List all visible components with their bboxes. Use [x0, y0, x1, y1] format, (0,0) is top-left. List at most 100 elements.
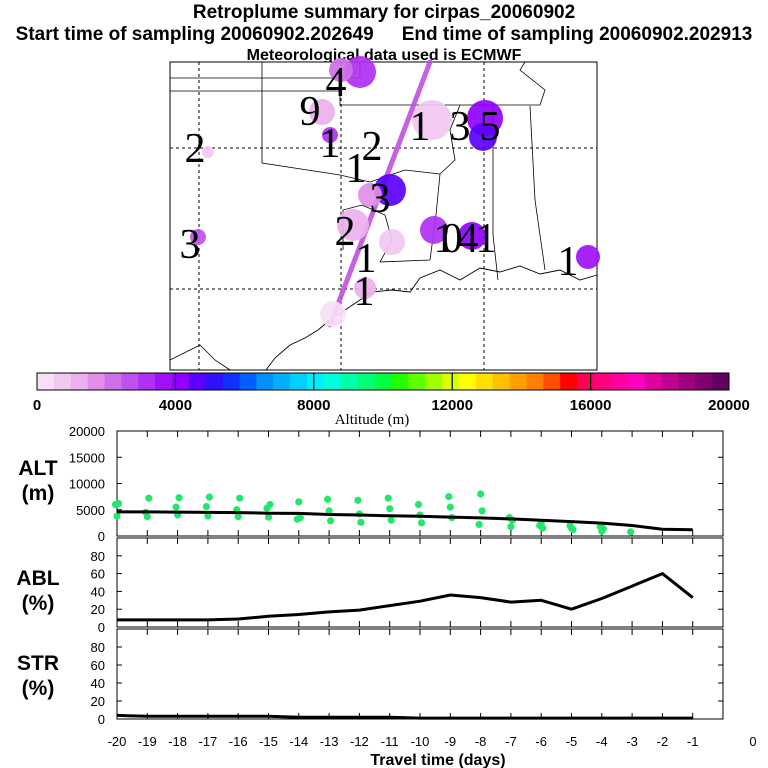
colorbar-cell: [425, 373, 443, 390]
colorbar-cell: [442, 373, 460, 390]
met-data-label: Meteorological data used is ECMWF: [246, 47, 522, 64]
plume-day-label: 1: [434, 216, 455, 262]
alt-scatter-point: [445, 493, 453, 501]
plume-point: [202, 146, 214, 158]
colorbar-cell: [53, 373, 72, 390]
plume-point: [320, 301, 346, 327]
x-tick-label: -13: [320, 734, 339, 749]
colorbar-cell: [408, 373, 426, 390]
alt-scatter-point: [507, 522, 515, 531]
x-tick-label: -18: [168, 734, 187, 749]
coastline: [265, 265, 598, 371]
colorbar-tick-label: 12000: [431, 397, 473, 414]
alt-scatter-point: [172, 503, 180, 511]
colorbar-cell: [560, 373, 578, 390]
x-tick-label: -5: [566, 734, 578, 749]
colorbar-cell: [104, 373, 122, 390]
x-tick-label: -12: [350, 734, 369, 749]
colorbar-cell: [172, 373, 190, 390]
alt-scatter-point: [236, 494, 244, 502]
alt-scatter-point: [569, 526, 577, 534]
alt-scatter-point: [264, 513, 273, 521]
abl-series-line: [117, 572, 694, 622]
abl-axis-title: (%): [22, 592, 55, 615]
colorbar-cell: [526, 373, 544, 390]
plume-day-label: 1: [476, 216, 497, 262]
start-time-label: Start time of sampling 20060902.202649: [15, 24, 374, 45]
colorbar-cell: [543, 373, 561, 390]
alt-y-tick-label: 15000: [69, 450, 105, 465]
colorbar-cell: [188, 373, 207, 390]
state-border: [261, 91, 441, 183]
colorbar-cell: [577, 373, 595, 390]
mexico-border: [169, 344, 231, 371]
abl-panel-frame: [116, 537, 724, 628]
alt-scatter-point: [234, 512, 242, 521]
alt-scatter-point: [143, 512, 151, 521]
plume-day-label: 9: [300, 89, 321, 135]
alt-scatter-point: [414, 500, 423, 509]
plume-point: [354, 277, 376, 299]
abl-y-tick-label: 20: [91, 602, 105, 617]
alt-scatter-point: [296, 514, 304, 522]
plume-day-label: 1: [356, 236, 377, 282]
x-tick-label: -20: [108, 734, 127, 749]
plume-day-label: 1: [354, 269, 375, 315]
x-tick-label: -2: [657, 734, 669, 749]
colorbar-cell: [627, 373, 646, 390]
end-time-label: End time of sampling 20060902.202913: [401, 24, 753, 45]
colorbar-cell: [678, 373, 696, 390]
x-tick-label: -17: [199, 734, 218, 749]
colorbar-cell: [661, 373, 679, 390]
plume-day-label: 0: [442, 216, 463, 262]
state-border: [439, 104, 461, 175]
colorbar-cell: [290, 373, 308, 390]
colorbar-cell: [374, 373, 392, 390]
plume-point: [337, 209, 369, 241]
alt-scatter-point: [386, 505, 394, 513]
colorbar-tick-label: 8000: [297, 397, 330, 414]
plume-point: [358, 183, 382, 207]
colorbar-cell: [340, 373, 359, 390]
plume-day-label: 2: [335, 209, 356, 255]
alt-axis-title: (m): [22, 482, 55, 505]
str-y-tick-label: 40: [91, 676, 105, 691]
alt-scatter-point: [417, 519, 426, 527]
str-y-tick-label: 20: [91, 694, 105, 709]
colorbar-cell: [492, 373, 511, 390]
plume-day-label: 1: [410, 104, 431, 150]
colorbar-cell: [155, 373, 173, 390]
plume-point: [469, 123, 497, 151]
x-tick-label: -8: [475, 734, 487, 749]
state-border: [170, 61, 546, 106]
colorbar-cell: [87, 373, 106, 390]
plume-point: [374, 174, 406, 206]
plume-point: [379, 229, 405, 255]
alt-scatter-point: [325, 507, 333, 515]
x-tick-label: -4: [596, 734, 608, 749]
x-tick-label: -7: [505, 734, 517, 749]
plume-point: [309, 99, 335, 125]
colorbar-cell: [712, 373, 730, 390]
alt-series-line: [117, 510, 693, 532]
colorbar-tick-label: 20000: [708, 397, 750, 414]
colorbar-cell: [205, 373, 224, 390]
x-tick-label: -3: [626, 734, 638, 749]
x-tick-label: -14: [289, 734, 308, 749]
state-border: [529, 105, 546, 271]
plume-day-label: 2: [185, 126, 206, 172]
alt-y-tick-label: 10000: [69, 477, 105, 492]
plume-point: [576, 245, 600, 269]
plume-point: [329, 58, 353, 82]
x-tick-label: -6: [535, 734, 547, 749]
str-y-tick-label: 80: [91, 640, 105, 655]
colorbar-cell: [458, 373, 477, 390]
x-tick-label: -10: [411, 734, 430, 749]
colorbar-frame: [36, 372, 730, 391]
colorbar-cell: [357, 373, 376, 390]
plume-point: [458, 222, 486, 250]
plume-point: [420, 216, 448, 244]
colorbar-tick-label: 4000: [159, 397, 192, 414]
plume-point: [322, 127, 338, 143]
